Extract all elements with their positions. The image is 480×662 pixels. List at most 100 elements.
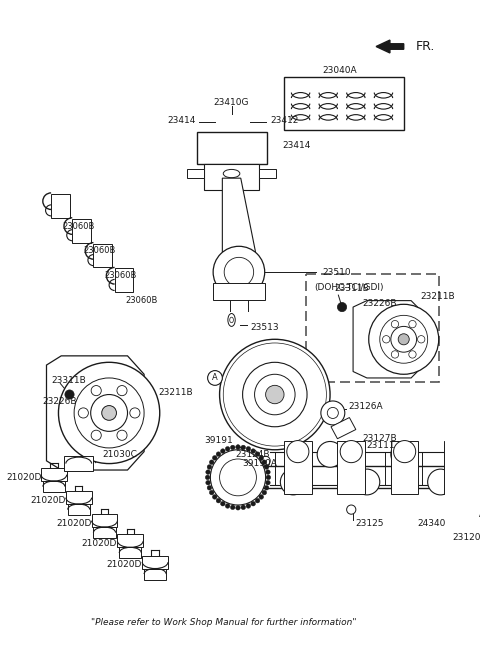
Circle shape: [254, 374, 295, 415]
Circle shape: [216, 451, 221, 456]
Circle shape: [266, 475, 271, 480]
Text: 21020D: 21020D: [81, 539, 117, 548]
Circle shape: [219, 340, 330, 449]
Circle shape: [225, 447, 230, 451]
Circle shape: [251, 449, 255, 453]
Text: 23412: 23412: [270, 116, 299, 124]
Circle shape: [230, 350, 319, 439]
Circle shape: [265, 470, 270, 475]
Ellipse shape: [228, 314, 235, 326]
Circle shape: [241, 445, 246, 449]
Circle shape: [259, 455, 264, 460]
Bar: [337, 441, 365, 494]
Circle shape: [409, 320, 416, 328]
Text: 23040A: 23040A: [322, 66, 357, 75]
Bar: [94, 244, 112, 267]
Circle shape: [369, 305, 439, 374]
Text: 21020D: 21020D: [56, 519, 92, 528]
Text: 23513: 23513: [250, 323, 278, 332]
Circle shape: [242, 362, 307, 427]
Circle shape: [213, 495, 217, 499]
Circle shape: [261, 456, 270, 465]
Circle shape: [246, 447, 251, 451]
Text: A: A: [212, 373, 218, 383]
Circle shape: [428, 469, 454, 495]
Circle shape: [208, 371, 222, 385]
Text: 39191: 39191: [204, 436, 233, 445]
Circle shape: [246, 504, 251, 508]
Circle shape: [78, 408, 88, 418]
Circle shape: [354, 469, 380, 495]
Bar: [92, 514, 118, 527]
Circle shape: [327, 407, 338, 418]
Text: 23211B: 23211B: [158, 388, 192, 397]
Text: 21020D: 21020D: [7, 473, 42, 482]
Ellipse shape: [230, 317, 233, 322]
Circle shape: [210, 449, 265, 505]
Text: 23060B: 23060B: [126, 296, 158, 305]
Circle shape: [383, 336, 390, 343]
Circle shape: [236, 506, 240, 510]
Circle shape: [207, 465, 212, 469]
Circle shape: [321, 401, 345, 425]
Circle shape: [264, 465, 269, 469]
Bar: [204, 164, 259, 190]
Bar: [259, 169, 276, 178]
Bar: [66, 491, 92, 504]
Circle shape: [91, 395, 128, 432]
Polygon shape: [222, 178, 255, 252]
Text: 23111: 23111: [366, 441, 395, 449]
Circle shape: [264, 485, 269, 490]
Bar: [118, 534, 143, 547]
Circle shape: [262, 491, 266, 495]
Bar: [444, 441, 472, 494]
Circle shape: [207, 485, 212, 490]
Circle shape: [223, 343, 326, 446]
Circle shape: [255, 498, 260, 503]
Polygon shape: [376, 40, 404, 53]
Circle shape: [347, 505, 356, 514]
Circle shape: [205, 475, 210, 480]
Bar: [119, 547, 141, 559]
Circle shape: [117, 385, 127, 396]
Bar: [284, 441, 312, 494]
Circle shape: [391, 326, 417, 352]
Bar: [187, 169, 204, 178]
Bar: [391, 441, 419, 494]
Text: 23127B: 23127B: [362, 434, 397, 444]
Text: 39190A: 39190A: [242, 459, 277, 468]
Circle shape: [59, 362, 160, 463]
Text: 23414: 23414: [167, 116, 196, 124]
Polygon shape: [353, 301, 424, 378]
Circle shape: [236, 445, 240, 449]
Text: 21030C: 21030C: [103, 450, 138, 459]
Circle shape: [340, 441, 362, 463]
Text: 23124B: 23124B: [236, 450, 270, 459]
Text: 23510: 23510: [323, 267, 351, 277]
Polygon shape: [331, 418, 356, 439]
Text: A: A: [479, 510, 480, 519]
Circle shape: [255, 451, 260, 456]
Bar: [68, 504, 90, 515]
Circle shape: [225, 504, 230, 508]
Circle shape: [206, 481, 210, 485]
Circle shape: [475, 507, 480, 522]
Bar: [94, 527, 116, 538]
Text: 23125: 23125: [355, 519, 384, 528]
Bar: [144, 569, 166, 580]
Bar: [51, 194, 70, 218]
Circle shape: [220, 501, 225, 506]
Bar: [213, 283, 264, 300]
Text: 23211B: 23211B: [420, 291, 455, 301]
Text: 23410G: 23410G: [214, 98, 249, 107]
Text: 21020D: 21020D: [30, 496, 66, 505]
Circle shape: [227, 347, 323, 442]
Text: "Please refer to Work Shop Manual for further information": "Please refer to Work Shop Manual for fu…: [91, 618, 357, 628]
Circle shape: [391, 442, 417, 467]
Circle shape: [209, 491, 214, 495]
Circle shape: [91, 385, 101, 396]
Circle shape: [219, 459, 256, 496]
Text: 23414: 23414: [282, 142, 311, 150]
Ellipse shape: [223, 169, 240, 177]
Bar: [64, 456, 94, 471]
